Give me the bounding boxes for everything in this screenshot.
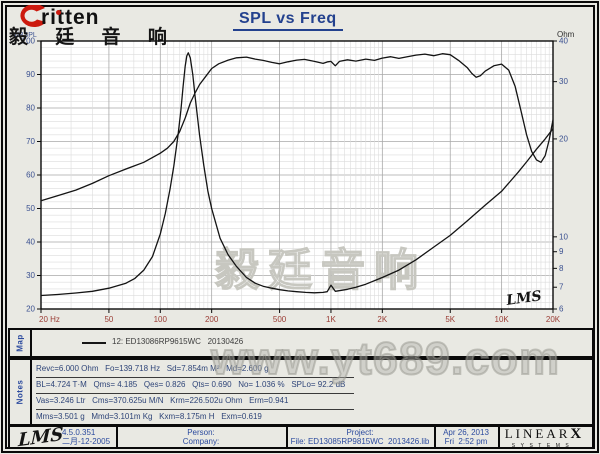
- y-right-unit: Ohm: [557, 30, 575, 39]
- logo-text: ritten: [41, 6, 100, 29]
- svg-text:20: 20: [26, 305, 35, 314]
- lms-plot-signature: LMS: [504, 288, 542, 309]
- svg-text:10K: 10K: [495, 315, 510, 324]
- map-tab: Map: [10, 330, 32, 356]
- svg-text:10: 10: [559, 232, 568, 241]
- svg-text:30: 30: [559, 77, 568, 86]
- notes-line-revc-fo-sd-md: Revc=6.000 Ohm Fo=139.718 Hz Sd=7.854m M…: [36, 362, 354, 378]
- footer-cell-person: Person: Company:: [116, 427, 288, 447]
- legend-label: 12: ED13086RP9615WC 20130426: [112, 337, 244, 346]
- svg-text:20 Hz: 20 Hz: [39, 315, 60, 324]
- footer-cell-project: Project: File: ED13085RP9815WC 2013426.l…: [286, 427, 436, 447]
- axis-labels: 100 90 80 70 60 50 40 30 20 dBSPL 40 30 20 10 9 8 7 6 Ohm 2…: [15, 30, 575, 324]
- map-section: Map 12: ED13086RP9615WC 20130426: [8, 328, 594, 358]
- linearx-logo: LINEARX SYSTEMS: [504, 425, 582, 449]
- svg-text:7: 7: [559, 283, 564, 292]
- lms-version: 4.5.0.351: [62, 428, 96, 437]
- brand-logo: ritten: [15, 5, 155, 30]
- footer-cell-datetime: Apr 26, 2013 Fri 2:52 pm: [434, 427, 500, 447]
- svg-text:60: 60: [26, 171, 35, 180]
- y-left-unit: dBSPL: [15, 32, 37, 39]
- notes-line-bl-q-spl: BL=4.724 T·M Qms= 4.185 Qes= 0.826 Qts= …: [36, 378, 354, 394]
- notes-line-mms-mmd-kxm-exm: Mms=3.501 g Mmd=3.101m Kg Kxm=8.175m H E…: [36, 410, 354, 426]
- svg-text:90: 90: [26, 70, 35, 79]
- company-label: Company:: [182, 437, 220, 446]
- svg-text:1K: 1K: [326, 315, 336, 324]
- svg-text:5K: 5K: [445, 315, 455, 324]
- chart-grid: [41, 41, 553, 309]
- spl-curve: [40, 53, 554, 202]
- svg-text:30: 30: [26, 271, 35, 280]
- footer-bar: LMS 4.5.0.351 二月-12-2005 Person: Company…: [8, 424, 594, 451]
- svg-text:40: 40: [559, 37, 568, 46]
- logo-i-dot: [56, 10, 61, 15]
- project-label: Project:: [346, 427, 374, 437]
- svg-text:2K: 2K: [377, 315, 387, 324]
- notes-section: Notes Revc=6.000 Ohm Fo=139.718 Hz Sd=7.…: [8, 358, 594, 426]
- svg-text:80: 80: [26, 104, 35, 113]
- svg-text:500: 500: [273, 315, 287, 324]
- logo-chinese-text: 毅 廷 音 响: [9, 27, 178, 48]
- lms-date: 二月-12-2005: [62, 437, 111, 446]
- inner-frame: 毅廷音响 100 90 80 70 60 50 40 30 20 dBSPL 40 30 20 10 9 8 7 6…: [5, 5, 595, 451]
- svg-text:200: 200: [205, 315, 219, 324]
- spl-vs-freq-chart: 毅廷音响 100 90 80 70 60 50 40 30 20 dBSPL 40 30 20 10 9 8 7 6…: [15, 30, 575, 324]
- report-time: Fri 2:52 pm: [444, 437, 488, 446]
- svg-text:40: 40: [26, 238, 35, 247]
- svg-text:6: 6: [559, 305, 564, 314]
- legend-curve-sample: [82, 342, 106, 344]
- impedance-curve: [40, 52, 554, 297]
- svg-text:100: 100: [22, 37, 36, 46]
- svg-text:50: 50: [104, 315, 113, 324]
- footer-cell-lms: LMS 4.5.0.351 二月-12-2005: [10, 424, 118, 451]
- svg-text:8: 8: [559, 264, 564, 273]
- file-label: File: ED13085RP9815WC 2013426.lib: [290, 437, 430, 446]
- svg-text:50: 50: [26, 204, 35, 213]
- report-date: Apr 26, 2013: [443, 427, 489, 437]
- lms-logo: LMS: [17, 423, 64, 452]
- notes-line-vas-cms-krm-erm: Vas=3.246 Ltr Cms=370.625u M/N Krm=226.5…: [36, 394, 354, 410]
- plot-watermark: 毅廷音响: [215, 245, 427, 295]
- svg-text:9: 9: [559, 247, 564, 256]
- notes-tab: Notes: [10, 360, 32, 424]
- svg-text:100: 100: [154, 315, 168, 324]
- svg-text:70: 70: [26, 137, 35, 146]
- svg-text:20K: 20K: [546, 315, 561, 324]
- logo-swoosh-icon: [20, 5, 46, 27]
- person-label: Person:: [187, 427, 215, 437]
- svg-text:20: 20: [559, 134, 568, 143]
- footer-cell-linearx: LINEARX SYSTEMS: [498, 425, 588, 449]
- page-title: SPL vs Freq: [233, 10, 343, 31]
